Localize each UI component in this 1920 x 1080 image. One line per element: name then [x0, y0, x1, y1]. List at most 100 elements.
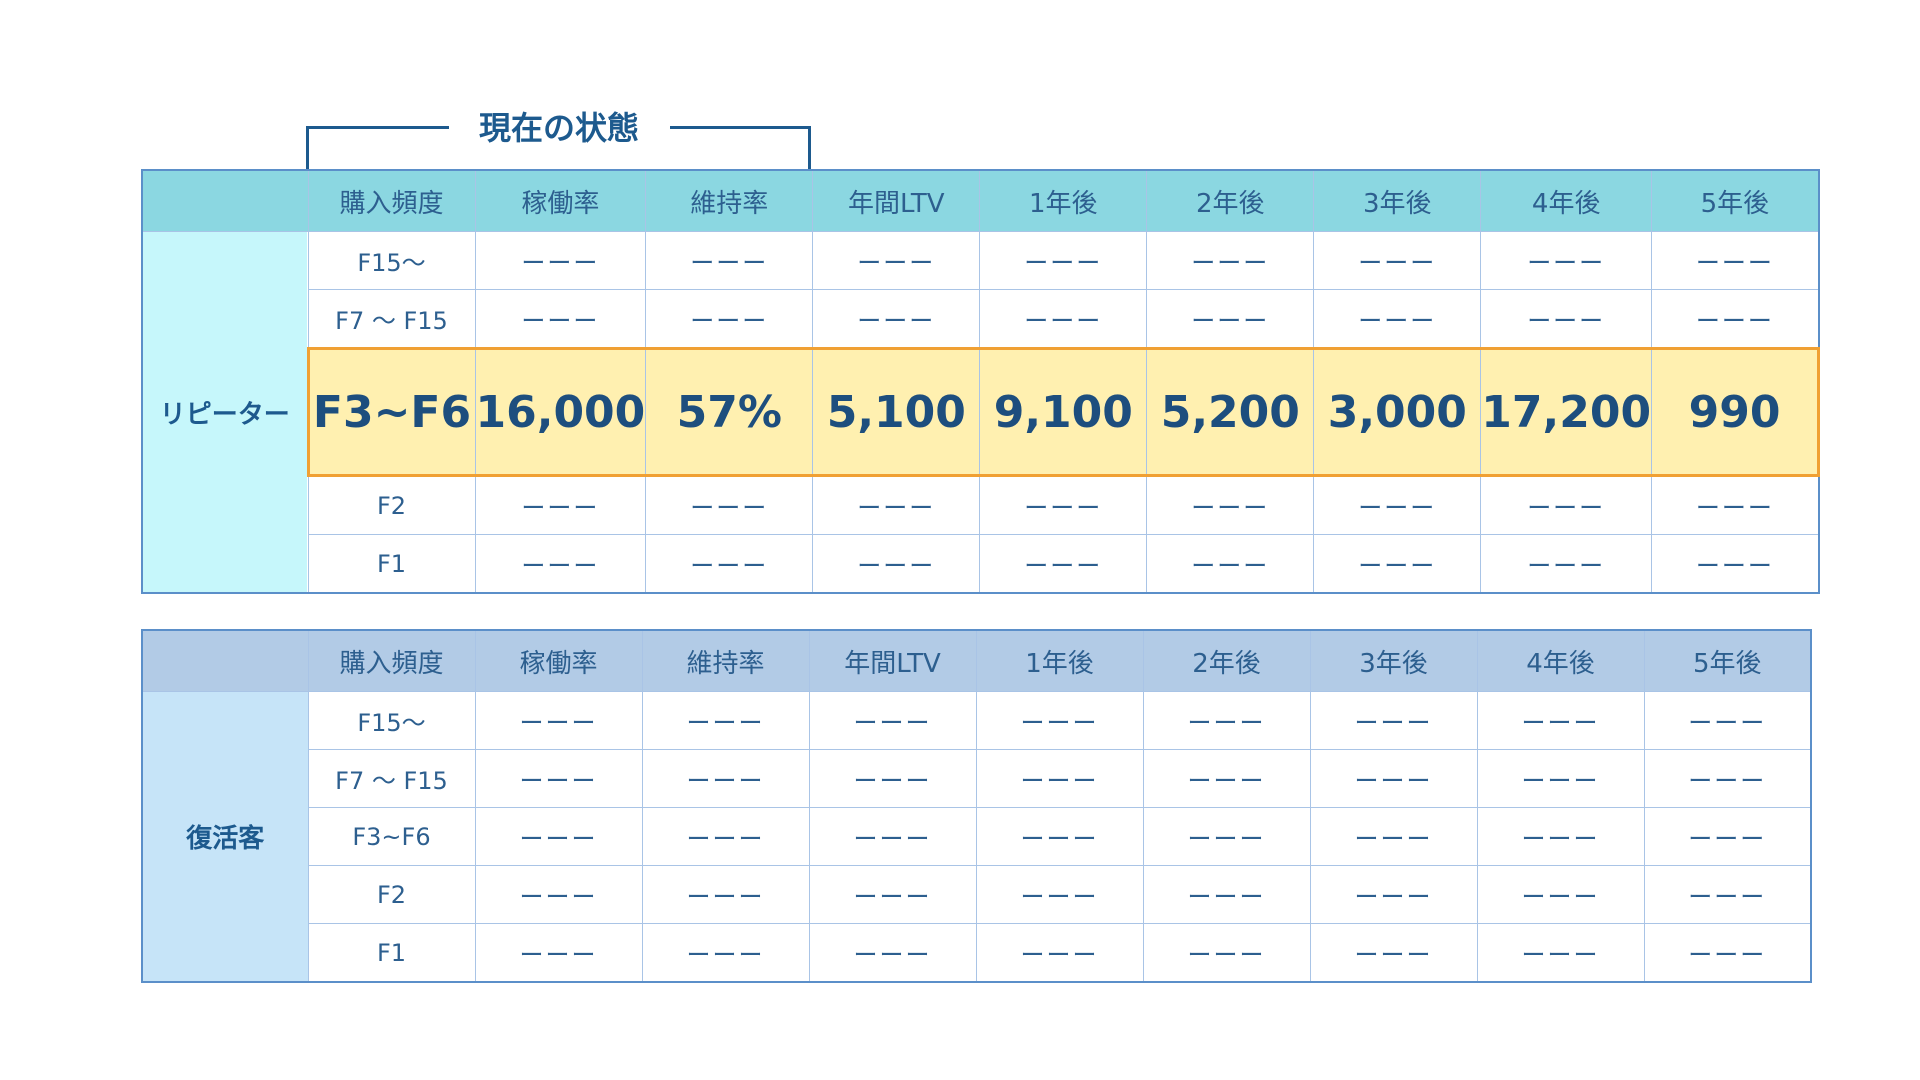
table-row: F3~F6 ーーー ーーー ーーー ーーー ーーー ーーー ーーー ーーー: [142, 807, 1812, 866]
value-cell: ーーー: [1142, 807, 1311, 866]
table-row: F7 〜 F15 ーーー ーーー ーーー ーーー ーーー ーーー ーーー ーーー: [142, 289, 1820, 349]
value-cell: ーーー: [1313, 231, 1482, 290]
value-cell: ーーー: [808, 691, 977, 750]
value-cell: ーーー: [1476, 923, 1645, 983]
value-cell: ーーー: [808, 865, 977, 924]
value-cell: ーーー: [1651, 475, 1820, 535]
value-cell: ーーー: [975, 691, 1144, 750]
value-cell: ーーー: [474, 923, 643, 983]
value-cell: ーーー: [1476, 865, 1645, 924]
value-cell: ーーー: [1643, 691, 1812, 750]
header-cell: 1年後: [975, 629, 1144, 692]
value-cell: ーーー: [1643, 865, 1812, 924]
value-cell: ーーー: [1476, 749, 1645, 808]
freq-cell: F15〜: [307, 231, 476, 290]
freq-cell: F2: [307, 475, 476, 535]
value-cell: ーーー: [1643, 807, 1812, 866]
value-cell: ーーー: [641, 923, 810, 983]
value-cell: ーーー: [1313, 475, 1482, 535]
value-cell: ーーー: [645, 475, 814, 535]
freq-cell: F2: [307, 865, 476, 924]
value-cell: ーーー: [1146, 475, 1315, 535]
value-cell: ーーー: [1480, 534, 1653, 594]
value-cell: ーーー: [1313, 289, 1482, 349]
value-cell-highlighted: 16,000: [474, 347, 647, 477]
value-cell: ーーー: [474, 749, 643, 808]
header-cell: 2年後: [1142, 629, 1311, 692]
header-cell: 年間LTV: [812, 169, 981, 232]
header-cell: 3年後: [1309, 629, 1478, 692]
table-row: F1 ーーー ーーー ーーー ーーー ーーー ーーー ーーー ーーー: [142, 923, 1812, 983]
value-cell: ーーー: [474, 231, 647, 290]
revived-table: 購入頻度 稼働率 維持率 年間LTV 1年後 2年後 3年後 4年後 5年後 復…: [141, 629, 1812, 983]
segment-label: リピーター: [141, 231, 309, 594]
value-cell-highlighted: 5,200: [1146, 347, 1315, 477]
freq-cell-highlighted: F3~F6: [306, 347, 476, 477]
value-cell: ーーー: [1313, 534, 1482, 594]
value-cell-highlighted: 3,000: [1313, 347, 1482, 477]
value-cell: ーーー: [979, 231, 1148, 290]
value-cell: ーーー: [1142, 865, 1311, 924]
value-cell: ーーー: [812, 475, 981, 535]
table-row: F2 ーーー ーーー ーーー ーーー ーーー ーーー ーーー ーーー: [142, 475, 1820, 535]
value-cell: ーーー: [1651, 289, 1820, 349]
value-cell-highlighted: 5,100: [812, 347, 981, 477]
value-cell: ーーー: [641, 691, 810, 750]
value-cell: ーーー: [1142, 749, 1311, 808]
value-cell: ーーー: [1480, 231, 1653, 290]
value-cell: ーーー: [975, 923, 1144, 983]
value-cell: ーーー: [1651, 231, 1820, 290]
table-row: F7 〜 F15 ーーー ーーー ーーー ーーー ーーー ーーー ーーー ーーー: [142, 749, 1812, 808]
freq-cell: F7 〜 F15: [307, 289, 476, 349]
value-cell: ーーー: [1146, 289, 1315, 349]
value-cell: ーーー: [1309, 691, 1478, 750]
header-cell: 1年後: [979, 169, 1148, 232]
value-cell: ーーー: [474, 807, 643, 866]
status-label: 現在の状態: [478, 109, 639, 147]
header-cell: 5年後: [1651, 169, 1820, 232]
value-cell: ーーー: [1480, 289, 1653, 349]
header-cell: 購入頻度: [307, 169, 476, 232]
value-cell: ーーー: [645, 231, 814, 290]
value-cell: ーーー: [979, 534, 1148, 594]
highlighted-row: F3~F6 16,000 57% 5,100 9,100 5,200 3,000…: [142, 347, 1821, 477]
status-bracket-left: [306, 126, 449, 171]
value-cell: ーーー: [474, 534, 647, 594]
value-cell: ーーー: [1309, 749, 1478, 808]
header-corner: [141, 629, 309, 692]
value-cell-highlighted: 9,100: [979, 347, 1148, 477]
freq-cell: F1: [307, 534, 476, 594]
value-cell: ーーー: [975, 865, 1144, 924]
value-cell: ーーー: [474, 289, 647, 349]
value-cell: ーーー: [641, 807, 810, 866]
value-cell: ーーー: [1643, 923, 1812, 983]
value-cell-highlighted: 57%: [645, 347, 814, 477]
value-cell: ーーー: [1480, 475, 1653, 535]
value-cell: ーーー: [474, 691, 643, 750]
table-row: リピーター F15〜 ーーー ーーー ーーー ーーー ーーー ーーー ーーー ー…: [141, 231, 1820, 594]
value-cell: ーーー: [808, 807, 977, 866]
header-cell: 2年後: [1146, 169, 1315, 232]
header-cell: 稼働率: [474, 169, 647, 232]
status-bracket-right: [670, 126, 811, 171]
value-cell-highlighted: 990: [1651, 347, 1821, 477]
header-cell: 4年後: [1480, 169, 1653, 232]
header-cell: 5年後: [1643, 629, 1812, 692]
value-cell: ーーー: [641, 865, 810, 924]
value-cell: ーーー: [808, 749, 977, 808]
value-cell: ーーー: [1476, 807, 1645, 866]
value-cell: ーーー: [975, 807, 1144, 866]
value-cell: ーーー: [975, 749, 1144, 808]
value-cell: ーーー: [474, 475, 647, 535]
value-cell: ーーー: [1476, 691, 1645, 750]
value-cell: ーーー: [1146, 534, 1315, 594]
freq-cell: F7 〜 F15: [307, 749, 476, 808]
freq-cell: F15〜: [307, 691, 476, 750]
value-cell: ーーー: [641, 749, 810, 808]
value-cell: ーーー: [1309, 865, 1478, 924]
value-cell: ーーー: [645, 289, 814, 349]
value-cell: ーーー: [812, 289, 981, 349]
header-cell: 維持率: [641, 629, 810, 692]
freq-cell: F1: [307, 923, 476, 983]
table-row: 復活客 F15〜 ーーー ーーー ーーー ーーー ーーー ーーー ーーー ーーー: [141, 691, 1812, 983]
